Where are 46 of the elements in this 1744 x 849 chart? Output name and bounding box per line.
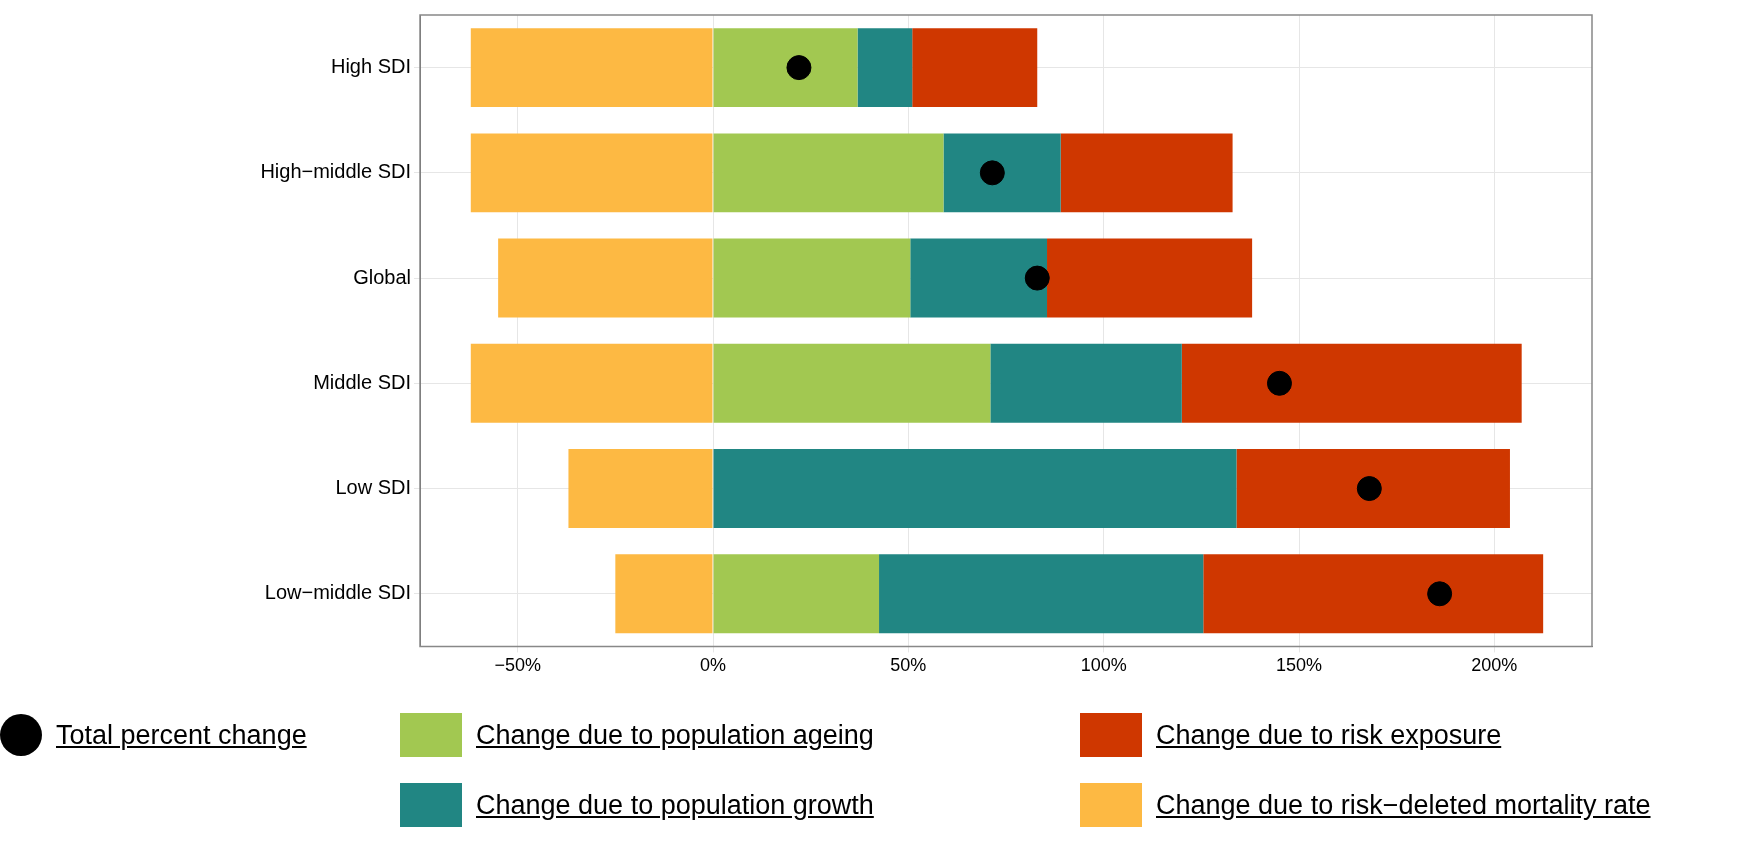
bar (1060, 133, 1233, 213)
bar (943, 133, 1061, 213)
y-tick-label: High SDI (330, 55, 411, 78)
legend-label: Change due to risk exposure (1156, 719, 1502, 751)
bar (1236, 449, 1510, 529)
point (1356, 476, 1382, 502)
bar (879, 554, 1204, 634)
y-tick-label: Low−middle SDI (264, 581, 411, 604)
legend-label: Total percent change (56, 719, 307, 751)
bar (470, 343, 713, 423)
bar (910, 238, 1048, 318)
x-tick-label: 100% (1080, 655, 1127, 676)
bar (857, 28, 913, 108)
bar (568, 449, 713, 529)
x-tick-label: −50% (494, 655, 541, 676)
x-tick-label: 200% (1471, 655, 1518, 676)
bar (912, 28, 1038, 108)
x-tick-label: 0% (699, 655, 727, 676)
bar (990, 343, 1182, 423)
point (979, 160, 1005, 186)
bar (713, 238, 911, 318)
point (786, 55, 812, 81)
x-tick-label: 50% (890, 655, 927, 676)
y-tick-label: High−middle SDI (260, 160, 411, 183)
point (1024, 265, 1050, 291)
legend-label: Change due to population growth (476, 789, 874, 821)
y-tick-label: Global (353, 265, 411, 288)
bar (713, 343, 991, 423)
bar (1047, 238, 1253, 318)
x-tick-label: 150% (1275, 655, 1323, 676)
point (1266, 370, 1292, 396)
bar (713, 449, 1237, 529)
bar (1181, 343, 1522, 423)
bar (470, 28, 713, 108)
bar (615, 554, 713, 634)
bar (713, 554, 880, 634)
bar (470, 133, 713, 213)
y-tick-label: Middle SDI (313, 370, 411, 393)
bar (713, 133, 944, 213)
bar (498, 238, 713, 318)
point (1427, 581, 1453, 607)
y-tick-label: Low SDI (335, 476, 411, 499)
bar (1203, 554, 1544, 634)
legend-label: Change due to risk−deleted mortality rate (1156, 789, 1651, 821)
legend-label: Change due to population ageing (476, 719, 874, 751)
bar (713, 28, 858, 108)
